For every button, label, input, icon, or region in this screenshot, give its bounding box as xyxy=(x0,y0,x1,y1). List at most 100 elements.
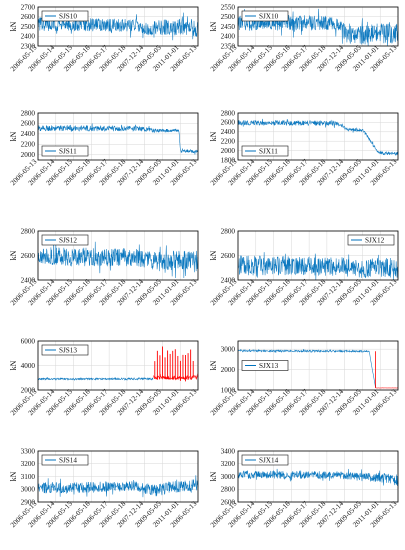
series-line xyxy=(237,118,399,156)
chart-panel-5: 2400260028002006-05-132006-05-142006-05-… xyxy=(209,227,399,307)
series-line xyxy=(237,252,399,281)
axis-frame xyxy=(237,6,399,47)
y-tick-label: 2600 xyxy=(21,252,36,260)
y-tick-label: 4000 xyxy=(21,362,36,370)
y-tick-label: 1800 xyxy=(221,156,236,164)
y-tick-label: 2400 xyxy=(221,276,236,284)
y-axis-label: kN xyxy=(209,360,218,370)
legend-label: SJS14 xyxy=(59,456,77,464)
y-tick-label: 2800 xyxy=(21,109,36,117)
legend xyxy=(241,360,289,371)
legend xyxy=(41,344,89,356)
chart-panel-7: 1000200030002006-05-132006-05-142006-05-… xyxy=(209,340,399,417)
axis-frame xyxy=(37,340,199,391)
y-tick-label: 2450 xyxy=(221,23,236,31)
legend-label: SJX14 xyxy=(259,456,279,464)
legend-label: SJX12 xyxy=(365,236,385,244)
chart-panel-4: 2400260028002006-05-132006-05-142006-05-… xyxy=(9,227,199,307)
y-tick-label: 2600 xyxy=(21,13,36,21)
axis-frame xyxy=(37,230,199,281)
y-tick-label: 3200 xyxy=(21,460,36,468)
legend-label: SJX13 xyxy=(259,362,279,370)
y-tick-label: 2500 xyxy=(221,13,236,21)
y-axis-label: kN xyxy=(209,250,218,260)
y-tick-label: 1000 xyxy=(221,386,236,394)
y-tick-label: 2400 xyxy=(221,33,236,41)
legend-label: SJX11 xyxy=(259,147,278,155)
legend xyxy=(241,454,289,466)
y-tick-label: 2800 xyxy=(21,227,36,235)
legend xyxy=(347,234,395,246)
axis-frame xyxy=(237,450,399,503)
legend xyxy=(241,10,289,22)
legend xyxy=(41,145,89,157)
legend-label: SJX10 xyxy=(259,12,279,20)
y-tick-label: 2600 xyxy=(221,252,236,260)
y-tick-label: 2350 xyxy=(221,42,236,50)
chart-panel-1: 235024002450250025502006-05-132006-05-14… xyxy=(209,3,399,73)
series-line xyxy=(37,475,199,498)
axis-frame xyxy=(237,340,399,391)
y-axis-label: kN xyxy=(9,131,18,141)
axis-frame xyxy=(237,112,399,161)
y-tick-label: 2200 xyxy=(221,138,236,146)
y-axis-label: kN xyxy=(209,131,218,141)
legend-label: SJS11 xyxy=(59,147,77,155)
y-tick-label: 2600 xyxy=(21,120,36,128)
series-line xyxy=(37,241,199,279)
chart-panel-9: 260028003000320034002006-05-132006-05-14… xyxy=(209,447,399,529)
y-tick-label: 3000 xyxy=(221,345,236,353)
y-axis-label: kN xyxy=(9,250,18,260)
y-tick-label: 2000 xyxy=(21,386,36,394)
axis-frame xyxy=(237,230,399,281)
y-axis-label: kN xyxy=(9,360,18,370)
y-tick-label: 2800 xyxy=(221,227,236,235)
y-axis-label: kN xyxy=(9,21,18,31)
axis-frame xyxy=(37,112,199,161)
y-tick-label: 2000 xyxy=(221,366,236,374)
y-tick-label: 2400 xyxy=(21,276,36,284)
y-tick-label: 3200 xyxy=(221,460,236,468)
y-tick-label: 2700 xyxy=(21,3,36,11)
y-tick-label: 2800 xyxy=(221,486,236,494)
y-tick-label: 2000 xyxy=(221,147,236,155)
legend xyxy=(41,234,89,246)
y-tick-label: 2400 xyxy=(21,33,36,41)
y-tick-label: 3100 xyxy=(21,473,36,481)
y-tick-label: 2900 xyxy=(21,498,36,506)
y-tick-label: 2000 xyxy=(21,151,36,159)
legend-label: SJS12 xyxy=(59,236,77,244)
y-axis-label: kN xyxy=(209,21,218,31)
series-line xyxy=(237,8,399,47)
y-tick-label: 2600 xyxy=(221,498,236,506)
y-axis-label: kN xyxy=(9,471,18,481)
y-tick-label: 2200 xyxy=(21,141,36,149)
y-tick-label: 3000 xyxy=(221,473,236,481)
series-line xyxy=(37,12,199,41)
chart-panel-0: 230024002500260027002006-05-132006-05-14… xyxy=(9,3,199,73)
series-line xyxy=(37,123,199,155)
series-line xyxy=(237,348,376,389)
y-tick-label: 6000 xyxy=(21,337,36,345)
legend xyxy=(41,454,89,466)
y-tick-label: 3400 xyxy=(221,447,236,455)
y-tick-label: 2300 xyxy=(21,42,36,50)
axis-frame xyxy=(37,6,199,47)
legend-label: SJS10 xyxy=(59,12,77,20)
chart-panel-2: 200022002400260028002006-05-132006-05-14… xyxy=(9,109,199,187)
chart-panel-3: 1800200022002400260028002006-05-132006-0… xyxy=(209,109,399,187)
legend-label: SJS13 xyxy=(59,346,77,354)
chart-panel-6: 2000400060002006-05-132006-05-142006-05-… xyxy=(9,337,199,417)
chart-panel-8: 290030003100320033002006-05-132006-05-14… xyxy=(9,447,199,529)
legend xyxy=(241,145,289,157)
y-tick-label: 2550 xyxy=(221,3,236,11)
series-line xyxy=(37,376,154,381)
series-line xyxy=(237,468,399,486)
y-tick-label: 2800 xyxy=(221,109,236,117)
y-tick-label: 2400 xyxy=(221,128,236,136)
y-tick-label: 2500 xyxy=(21,23,36,31)
axis-frame xyxy=(37,450,199,503)
y-tick-label: 2400 xyxy=(21,130,36,138)
y-tick-label: 3300 xyxy=(21,447,36,455)
